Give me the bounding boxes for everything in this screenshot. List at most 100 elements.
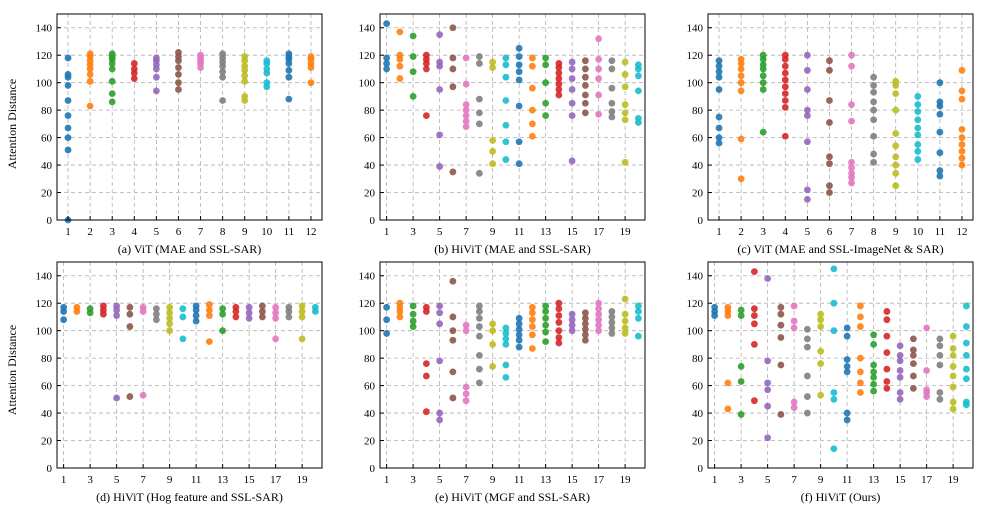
data-point	[843, 362, 851, 370]
data-point	[489, 147, 497, 155]
data-point	[595, 75, 603, 82]
x-tick-label: 19	[948, 474, 960, 486]
data-point	[219, 68, 227, 76]
data-point	[489, 136, 497, 144]
data-point	[502, 73, 510, 81]
data-point	[232, 313, 240, 321]
data-point	[436, 409, 444, 417]
data-point	[790, 317, 798, 325]
data-point	[737, 306, 745, 314]
data-point	[724, 303, 732, 311]
data-point	[383, 330, 391, 337]
data-point	[883, 332, 891, 340]
data-point	[555, 319, 563, 326]
data-point	[724, 379, 732, 387]
data-point	[462, 112, 470, 120]
data-point	[777, 411, 785, 418]
data-point	[737, 362, 745, 370]
data-point	[64, 97, 72, 104]
y-tick-label: 0	[47, 215, 53, 227]
data-point	[568, 58, 576, 66]
x-tick-label: 13	[540, 226, 552, 238]
data-point	[258, 302, 266, 310]
data-point	[724, 405, 732, 413]
data-point	[817, 391, 825, 399]
data-point	[848, 51, 855, 59]
data-point	[777, 321, 785, 329]
data-point	[581, 320, 589, 328]
data-point	[896, 342, 904, 350]
data-point	[166, 314, 174, 322]
data-point	[219, 97, 227, 104]
data-point	[263, 65, 271, 73]
x-tick-label: 15	[244, 474, 256, 486]
data-point	[949, 383, 957, 391]
data-point	[750, 397, 758, 405]
data-point	[502, 335, 510, 343]
data-point	[298, 302, 306, 310]
data-point	[958, 87, 966, 95]
data-point	[462, 106, 470, 114]
data-point	[621, 83, 629, 91]
data-point	[608, 65, 616, 73]
x-tick-label: 3	[109, 226, 115, 238]
data-point	[272, 309, 280, 317]
data-point	[826, 57, 833, 65]
data-point	[781, 51, 789, 59]
data-point	[848, 169, 855, 177]
data-point	[462, 397, 470, 405]
data-point	[475, 365, 483, 373]
data-point	[409, 310, 417, 318]
data-point	[515, 61, 523, 69]
data-point	[830, 299, 838, 307]
y-tick-label: 40	[41, 160, 53, 172]
data-point	[781, 76, 789, 84]
data-point	[958, 95, 966, 103]
panel-caption: (c) ViT (MAE and SSL-ImageNet & SAR)	[737, 242, 943, 256]
data-point	[241, 62, 249, 70]
data-point	[949, 398, 957, 406]
data-point	[715, 134, 723, 142]
data-point	[86, 305, 94, 313]
data-point	[848, 179, 855, 187]
data-point	[803, 343, 811, 351]
data-point	[750, 312, 758, 319]
x-tick-label: 1	[61, 474, 67, 486]
data-point	[958, 161, 966, 169]
data-point	[502, 341, 510, 348]
data-point	[608, 308, 616, 315]
data-point	[462, 383, 470, 391]
data-point	[489, 64, 497, 71]
data-point	[130, 60, 138, 67]
data-point	[962, 365, 970, 373]
data-point	[581, 309, 589, 317]
data-point	[870, 158, 878, 166]
data-point	[528, 323, 536, 330]
data-point	[909, 335, 917, 343]
data-point	[870, 116, 878, 124]
y-tick-label: 80	[364, 353, 376, 365]
data-point	[113, 394, 121, 402]
data-point	[307, 53, 315, 60]
data-point	[803, 51, 811, 59]
data-point	[949, 351, 957, 359]
data-point	[245, 309, 253, 317]
data-point	[856, 354, 864, 362]
data-point	[870, 98, 878, 106]
data-point	[737, 175, 745, 183]
data-point	[263, 57, 271, 65]
data-point	[462, 101, 470, 109]
data-point	[958, 125, 966, 133]
data-point	[848, 158, 855, 166]
x-tick-label: 15	[895, 474, 907, 486]
data-point	[962, 339, 970, 347]
x-tick-label: 5	[765, 474, 771, 486]
data-point	[502, 54, 510, 62]
data-point	[126, 310, 134, 318]
y-tick-label: 20	[41, 436, 53, 448]
data-point	[936, 128, 944, 136]
y-tick-label: 60	[364, 133, 376, 145]
data-point	[126, 303, 134, 311]
